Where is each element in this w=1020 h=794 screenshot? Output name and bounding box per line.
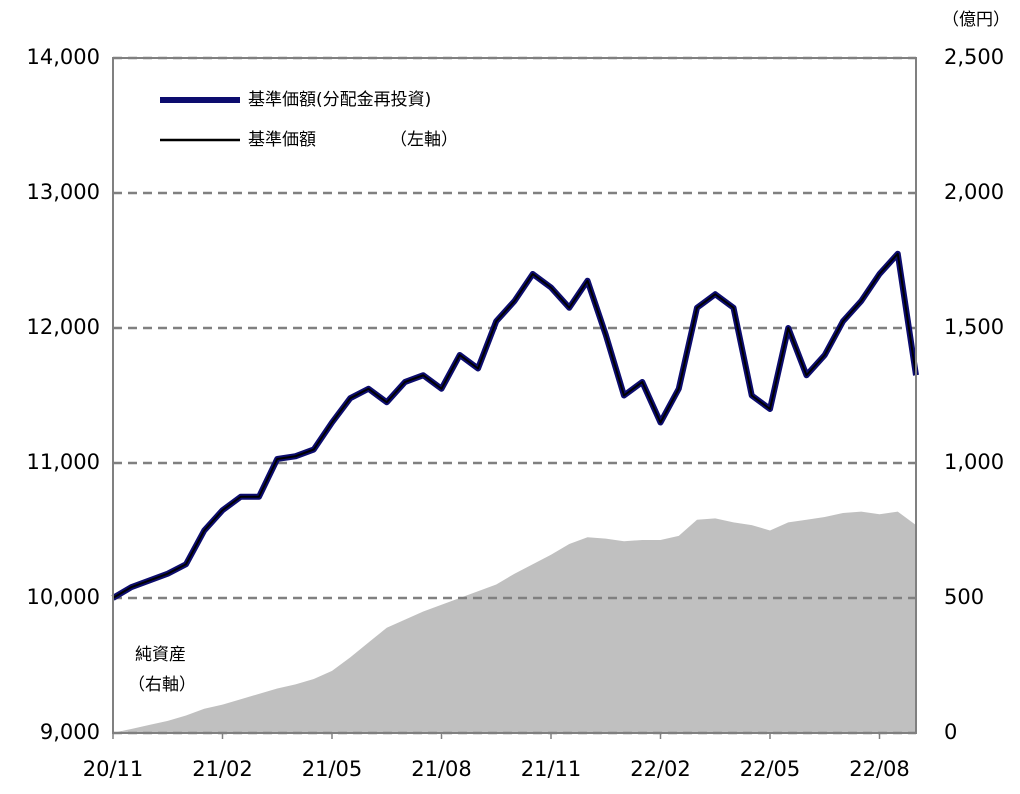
x-tick-label: 21/11 <box>521 757 582 781</box>
y2-tick-label: 0 <box>944 720 957 744</box>
y-tick-label: 12,000 <box>27 315 100 339</box>
plot-border <box>112 57 917 734</box>
y2-tick-label: 1,000 <box>944 450 1004 474</box>
x-tick-label: 22/05 <box>740 757 801 781</box>
x-tick-label: 22/08 <box>849 757 910 781</box>
y-tick-label: 13,000 <box>27 180 100 204</box>
x-tick-label: 21/05 <box>302 757 363 781</box>
y-tick-label: 10,000 <box>27 585 100 609</box>
x-tick-label: 21/08 <box>411 757 472 781</box>
y2-tick-label: 500 <box>944 585 984 609</box>
y2-tick-label: 1,500 <box>944 315 1004 339</box>
x-tick-label: 20/11 <box>83 757 144 781</box>
y-tick-label: 14,000 <box>27 45 100 69</box>
x-tick-label: 21/02 <box>192 757 253 781</box>
y2-unit: （億円） <box>942 10 1010 30</box>
area-label: 純資産 <box>135 645 186 665</box>
nav-line <box>112 252 917 599</box>
y-tick-label: 9,000 <box>40 720 100 744</box>
y2-tick-label: 2,500 <box>944 45 1004 69</box>
area-note: （右軸） <box>128 675 196 695</box>
y-tick-label: 11,000 <box>27 450 100 474</box>
legend-label: 基準価額(分配金再投資) <box>248 90 431 110</box>
legend-note: （左軸） <box>390 130 458 150</box>
net-assets-area <box>113 511 916 733</box>
x-tick-label: 22/02 <box>630 757 691 781</box>
legend-label: 基準価額 <box>248 130 316 150</box>
y2-tick-label: 2,000 <box>944 180 1004 204</box>
